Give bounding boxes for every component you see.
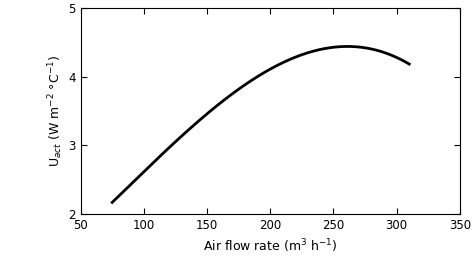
X-axis label: Air flow rate (m$^3$ h$^{-1}$): Air flow rate (m$^3$ h$^{-1}$): [203, 237, 337, 255]
Y-axis label: U$_{act}$ (W m$^{-2}$ °C$^{-1}$): U$_{act}$ (W m$^{-2}$ °C$^{-1}$): [47, 55, 65, 167]
